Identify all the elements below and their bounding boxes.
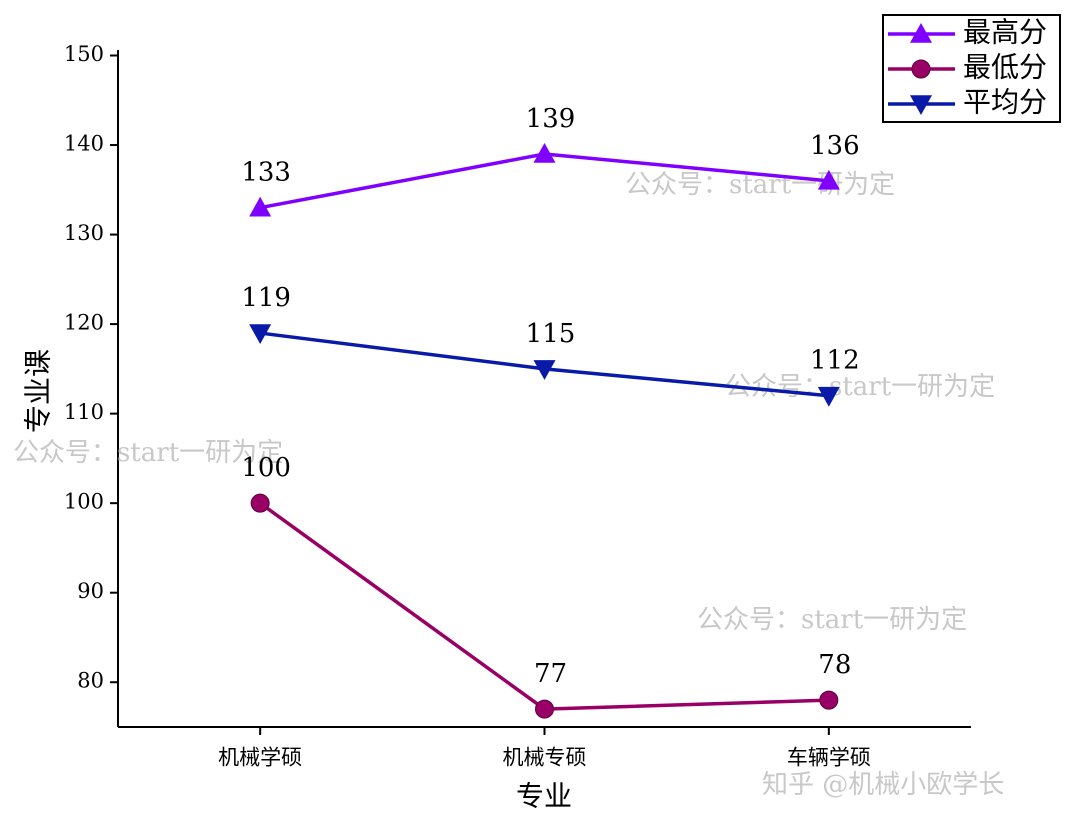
point (533, 360, 556, 380)
point (533, 142, 556, 163)
y-tick-label: 100 (64, 490, 104, 514)
point (910, 23, 932, 43)
point (817, 169, 840, 190)
y-axis-title: 专业课 (22, 349, 55, 433)
data-label: 133 (241, 158, 291, 188)
x-tick-label: 车辆学硕 (787, 746, 871, 770)
data-label: 119 (241, 283, 291, 313)
x-axis-title: 专业 (516, 780, 572, 813)
data-label: 100 (241, 453, 291, 483)
point (817, 386, 840, 407)
data-label: 139 (526, 104, 576, 134)
x-tick-label: 机械专硕 (503, 746, 587, 770)
data-label: 115 (526, 319, 576, 349)
point (819, 690, 839, 710)
point (249, 324, 272, 345)
watermark: 公众号：start一研为定 (725, 372, 995, 402)
y-tick-label: 80 (77, 669, 104, 693)
y-tick-label: 90 (77, 579, 104, 603)
y-tick-label: 110 (64, 400, 104, 424)
y-tick-label: 140 (64, 132, 104, 156)
point (910, 95, 932, 115)
data-label: 112 (810, 346, 860, 376)
legend-label: 平均分 (963, 86, 1047, 119)
y-tick-label: 130 (64, 221, 104, 245)
watermark: 知乎 @机械小欧学长 (762, 770, 1004, 800)
point (250, 493, 270, 513)
watermark: 公众号：start一研为定 (697, 605, 967, 635)
data-label: 78 (818, 650, 851, 680)
point (535, 699, 554, 719)
data-label: 77 (534, 659, 567, 689)
watermark: 公众号：start一研为定 (13, 438, 283, 468)
legend-label: 最高分 (963, 16, 1047, 49)
y-tick-label: 120 (64, 311, 104, 335)
point (249, 196, 272, 217)
x-tick-label: 机械学硕 (218, 746, 302, 770)
y-tick-label: 150 (64, 42, 104, 66)
data-label: 136 (810, 131, 860, 161)
point (911, 59, 931, 79)
legend-label: 最低分 (963, 51, 1047, 84)
